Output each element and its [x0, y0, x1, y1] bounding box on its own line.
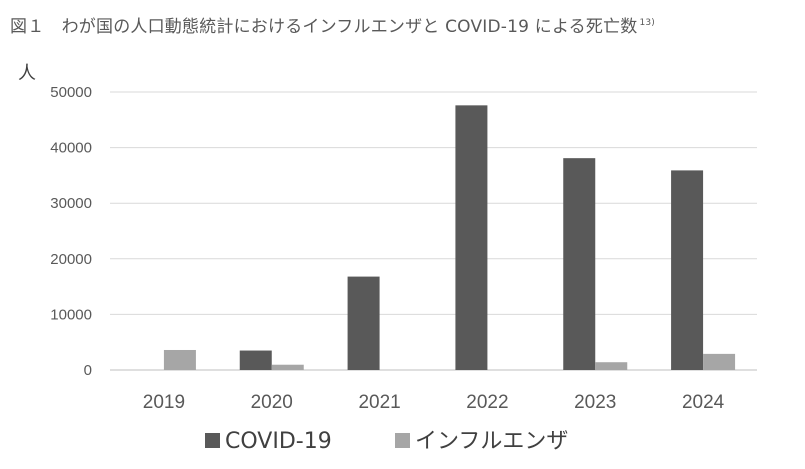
- legend-label: COVID-19: [225, 429, 332, 454]
- x-tick-label: 2019: [143, 392, 185, 413]
- y-axis-ticks: 0 10000 20000 30000 40000 50000: [50, 84, 92, 379]
- x-axis-ticks: 2019 2020 2021 2022 2023 2024: [143, 392, 725, 413]
- legend-label: インフルエンザ: [415, 429, 568, 454]
- legend-swatch: [205, 433, 220, 448]
- x-tick-label: 2023: [574, 392, 616, 413]
- y-tick-label: 50000: [50, 84, 92, 101]
- chart-title-text: 図１ わが国の人口動態統計におけるインフルエンザと COVID-19 による死亡…: [10, 17, 638, 37]
- bar-covid19-2022: [455, 105, 488, 371]
- bar-covid19-2024: [671, 170, 704, 370]
- bar-covid19-2020: [239, 350, 272, 370]
- bar-influenza-2020: [271, 364, 304, 370]
- y-tick-label: 20000: [50, 251, 92, 268]
- x-tick-label: 2024: [682, 392, 725, 413]
- gridlines: [110, 91, 757, 371]
- y-axis-unit-label: 人: [18, 63, 36, 84]
- bar-influenza-2019: [163, 349, 196, 370]
- x-tick-label: 2021: [358, 392, 400, 413]
- y-tick-label: 30000: [50, 195, 92, 212]
- legend: COVID-19 インフルエンザ: [205, 429, 568, 454]
- bar-covid19-2023: [563, 158, 596, 370]
- chart-title: 図１ わが国の人口動態統計におけるインフルエンザと COVID-19 による死亡…: [10, 12, 655, 37]
- legend-swatch: [395, 433, 410, 448]
- bar-influenza-2024: [703, 353, 736, 370]
- y-tick-label: 10000: [50, 306, 92, 323]
- x-tick-label: 2022: [466, 392, 508, 413]
- y-tick-label: 40000: [50, 140, 92, 157]
- reference-superscript: 13): [639, 18, 656, 29]
- x-tick-label: 2020: [251, 392, 293, 413]
- bar-covid19-2021: [347, 276, 380, 370]
- bar-influenza-2023: [595, 362, 628, 370]
- y-tick-label: 0: [84, 362, 92, 379]
- bars: [163, 105, 736, 371]
